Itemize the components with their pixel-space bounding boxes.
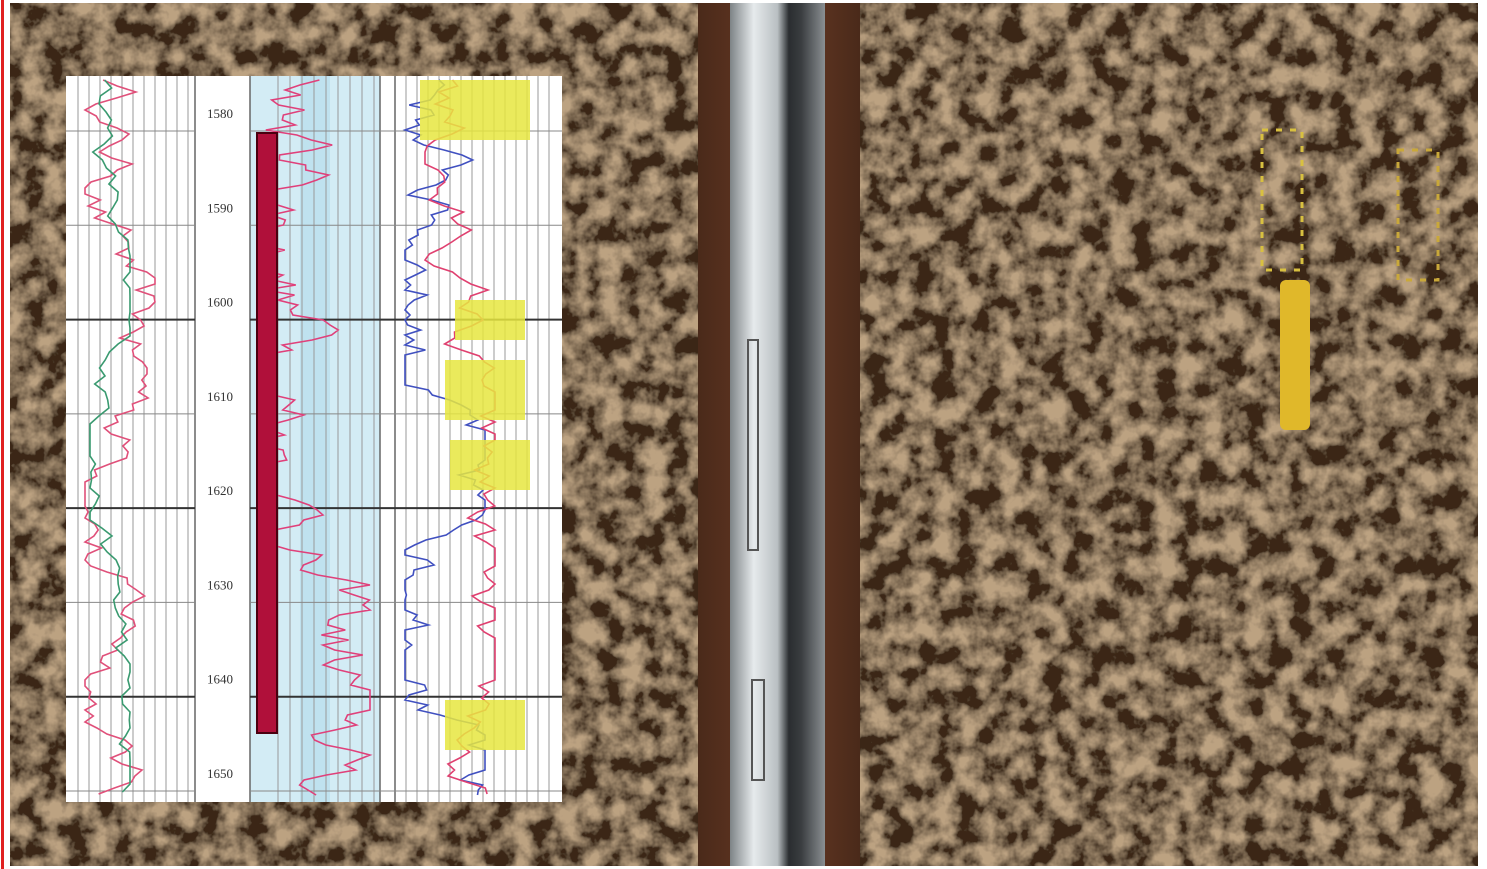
lithology-fill — [445, 700, 525, 750]
depth-label: 1610 — [207, 389, 233, 404]
depth-label: 1590 — [207, 200, 233, 215]
page: 15801590160016101620163016401650 (() => … — [0, 0, 1487, 869]
lithology-fill — [420, 80, 530, 140]
lithology-fill — [450, 440, 530, 490]
lithology-fill — [455, 300, 525, 340]
scene: 1580 1590 1600 1610 1620 1630 1640 1650 — [0, 0, 1487, 869]
depth-label: 1620 — [207, 483, 233, 498]
depth-label: 1650 — [207, 766, 233, 781]
depth-label: 1580 — [207, 106, 233, 121]
lithology-fill — [445, 360, 525, 420]
depth-label: 1630 — [207, 577, 233, 592]
depth-label: 1640 — [207, 672, 233, 687]
well-log-panel: 1580 1590 1600 1610 1620 1630 1640 1650 — [66, 76, 562, 802]
interval-bar — [257, 133, 277, 733]
edge-line — [1, 0, 4, 869]
logging-tool — [730, 3, 825, 866]
depth-label: 1600 — [207, 295, 233, 310]
